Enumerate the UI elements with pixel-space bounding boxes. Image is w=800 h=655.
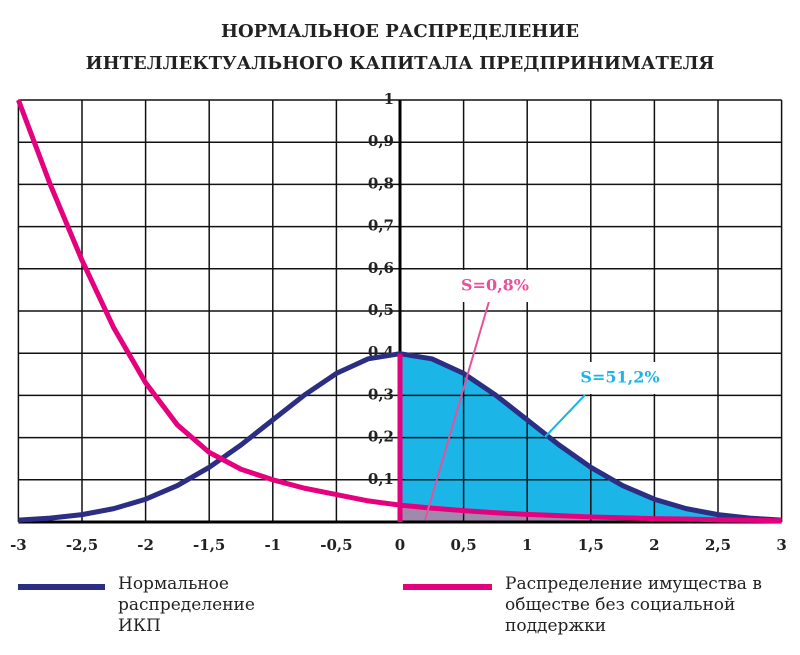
annotation-leader [424, 297, 491, 521]
x-tick-label: 0 [395, 536, 405, 554]
x-tick-label: -0,5 [320, 536, 352, 554]
y-tick-label: 1 [384, 90, 394, 108]
x-tick-label: -2,5 [66, 536, 98, 554]
x-tick-label: 1 [522, 536, 532, 554]
chart-title: ИНТЕЛЛЕКТУАЛЬНОГО КАПИТАЛА ПРЕДПРИНИМАТЕ… [86, 53, 715, 74]
y-tick-label: 0,3 [368, 385, 394, 403]
y-tick-label: 0,1 [368, 470, 394, 488]
y-tick-label: 0,9 [368, 132, 394, 150]
annotation-box [455, 270, 535, 302]
y-tick-label: 0,5 [368, 301, 394, 319]
legend-label: Нормальное распределение ИКП [118, 574, 255, 636]
x-tick-label: 0,5 [451, 536, 477, 554]
x-tick-label: 2,5 [705, 536, 731, 554]
annotation: S=51,2% [580, 368, 659, 387]
y-tick-label: 0,7 [368, 217, 394, 235]
x-tick-label: -2 [137, 536, 154, 554]
x-tick-label: 1,5 [578, 536, 604, 554]
annotation-leader [544, 394, 586, 438]
y-tick-label: 0,6 [368, 259, 394, 277]
x-tick-label: 2 [649, 536, 659, 554]
y-tick-label: 0,8 [368, 174, 394, 192]
annotation: S=0,8% [461, 276, 529, 295]
annotation-box [570, 362, 670, 394]
x-tick-label: -1 [264, 536, 281, 554]
chart-title: НОРМАЛЬНОЕ РАСПРЕДЕЛЕНИЕ [221, 21, 579, 42]
x-tick-label: 3 [776, 536, 786, 554]
y-tick-label: 0,2 [368, 428, 394, 446]
x-tick-label: -1,5 [193, 536, 225, 554]
x-tick-label: -3 [10, 536, 27, 554]
area [400, 505, 782, 522]
legend-label: Распределение имущества в обществе без с… [505, 574, 762, 636]
